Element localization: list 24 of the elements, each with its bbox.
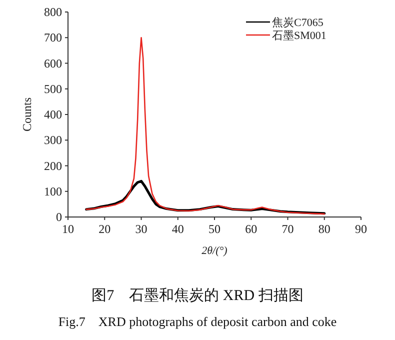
text: 图7 石墨和焦炭的 XRD 扫描图 — [92, 287, 304, 304]
x-tick-label: 20 — [98, 222, 111, 236]
x-axis-title: 2θ/(°) — [202, 245, 228, 257]
legend-label: 焦炭C7065 — [272, 16, 324, 29]
y-tick-label: 300 — [44, 133, 62, 148]
x-tick-label: 60 — [245, 222, 258, 236]
y-tick-label: 100 — [44, 184, 62, 198]
x-tick-label: 30 — [135, 222, 148, 236]
x-tick-label: 90 — [355, 222, 367, 236]
x-tick-label: 50 — [208, 222, 220, 236]
y-tick-label: 800 — [44, 5, 62, 19]
y-tick-label: 200 — [44, 158, 62, 173]
y-tick-label: 400 — [44, 108, 62, 122]
x-tick-label: 40 — [172, 222, 184, 236]
legend-label: 石墨SM001 — [272, 30, 326, 42]
x-tick-label: 70 — [282, 222, 294, 236]
text: Fig.7 XRD photographs of deposit carbon and coke — [58, 314, 337, 329]
x-tick-label: 10 — [62, 222, 74, 236]
y-tick-label: 700 — [44, 30, 62, 45]
y-axis-title: Counts — [20, 97, 34, 132]
y-tick-label: 0 — [56, 210, 62, 224]
y-tick-label: 500 — [44, 82, 62, 96]
y-tick-label: 600 — [44, 56, 62, 70]
x-tick-label: 80 — [318, 222, 330, 236]
